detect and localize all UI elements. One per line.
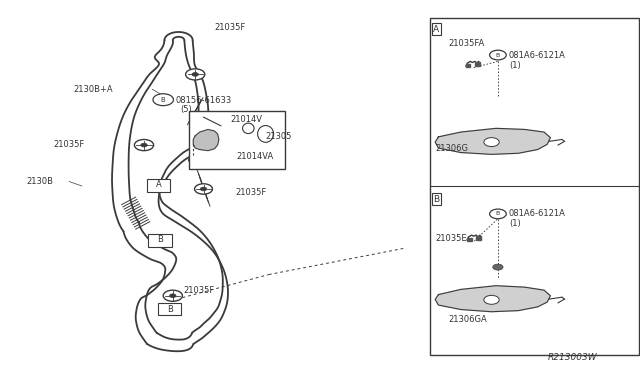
Text: A: A <box>156 180 161 189</box>
Circle shape <box>141 143 147 147</box>
Bar <box>158 303 181 315</box>
Text: B: B <box>166 305 173 314</box>
Text: B: B <box>496 52 500 58</box>
Text: B: B <box>157 235 163 244</box>
Text: 081A6-6121A: 081A6-6121A <box>509 51 566 60</box>
Bar <box>148 234 172 247</box>
Circle shape <box>490 50 506 60</box>
Text: 21035E: 21035E <box>435 234 467 243</box>
Text: A: A <box>433 25 440 33</box>
Text: (5): (5) <box>180 105 192 114</box>
Text: 081A6-6121A: 081A6-6121A <box>509 209 566 218</box>
Text: (1): (1) <box>509 61 520 70</box>
Text: 2130B+A: 2130B+A <box>74 85 113 94</box>
Text: B: B <box>433 195 440 203</box>
Polygon shape <box>475 62 480 66</box>
Polygon shape <box>466 64 470 67</box>
Circle shape <box>484 295 499 304</box>
Circle shape <box>134 140 154 151</box>
Text: 21306GA: 21306GA <box>448 315 487 324</box>
Text: 21014VA: 21014VA <box>237 152 274 161</box>
Circle shape <box>200 187 207 191</box>
Text: 08156-61633: 08156-61633 <box>176 96 232 105</box>
Bar <box>430 18 639 355</box>
Circle shape <box>493 264 503 270</box>
Text: 21306G: 21306G <box>435 144 468 153</box>
Polygon shape <box>435 286 550 312</box>
Bar <box>147 179 170 192</box>
Bar <box>189 111 285 169</box>
Text: 21035FA: 21035FA <box>448 39 484 48</box>
Circle shape <box>192 73 198 76</box>
Text: 21035F: 21035F <box>184 286 215 295</box>
Polygon shape <box>476 236 481 240</box>
Circle shape <box>195 184 212 194</box>
Text: 21035F: 21035F <box>236 188 267 197</box>
Text: 2130B: 2130B <box>27 177 54 186</box>
Text: R213003W: R213003W <box>548 353 598 362</box>
Text: 21035F: 21035F <box>53 140 84 149</box>
Circle shape <box>484 138 499 147</box>
Text: (1): (1) <box>509 219 520 228</box>
Polygon shape <box>467 238 472 241</box>
Text: B: B <box>496 211 500 217</box>
Circle shape <box>153 94 173 106</box>
Circle shape <box>163 290 182 301</box>
Circle shape <box>170 294 176 298</box>
Polygon shape <box>435 128 550 154</box>
Polygon shape <box>193 129 219 151</box>
Text: B: B <box>161 97 166 103</box>
Circle shape <box>186 69 205 80</box>
Circle shape <box>490 209 506 219</box>
Text: 21035F: 21035F <box>214 23 246 32</box>
Text: 21014V: 21014V <box>230 115 262 124</box>
Text: 21305: 21305 <box>266 132 292 141</box>
